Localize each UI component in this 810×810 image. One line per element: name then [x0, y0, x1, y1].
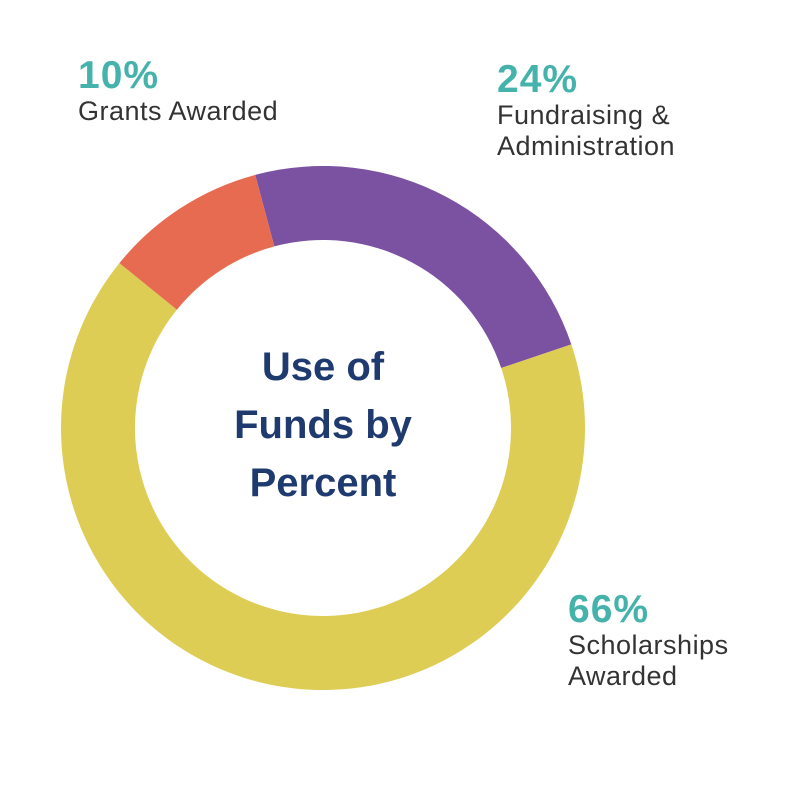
data-label-grants-line-1: Grants Awarded — [78, 96, 279, 126]
callout-scholarships-awarded: 66% Scholarships Awarded — [568, 590, 729, 692]
callout-grants-awarded: 10% Grants Awarded — [78, 56, 278, 127]
data-label-grants-percent: 10% — [78, 54, 160, 97]
donut-slice-scholarships-awarded — [61, 263, 586, 690]
chart-title-line-3: Percent — [249, 461, 397, 505]
data-label-scholarships-line-2: Awarded — [568, 661, 678, 691]
data-label-scholarships-percent: 66% — [568, 588, 650, 631]
donut-slice-grants-awarded — [119, 174, 275, 310]
chart-title-line-2: Funds by — [234, 403, 412, 447]
data-label-fundraising-percent: 24% — [497, 58, 579, 101]
chart-title-line-1: Use of — [261, 345, 385, 389]
data-label-fundraising-line-1: Fundraising & — [497, 100, 671, 130]
data-label-fundraising-line-2: Administration — [497, 131, 676, 161]
donut-slice-fundraising-administration — [255, 166, 572, 369]
callout-fundraising-administration: 24% Fundraising & Administration — [497, 60, 675, 162]
data-label-scholarships-line-1: Scholarships — [568, 630, 729, 660]
chart-title: Use of Funds by Percent — [208, 338, 438, 512]
